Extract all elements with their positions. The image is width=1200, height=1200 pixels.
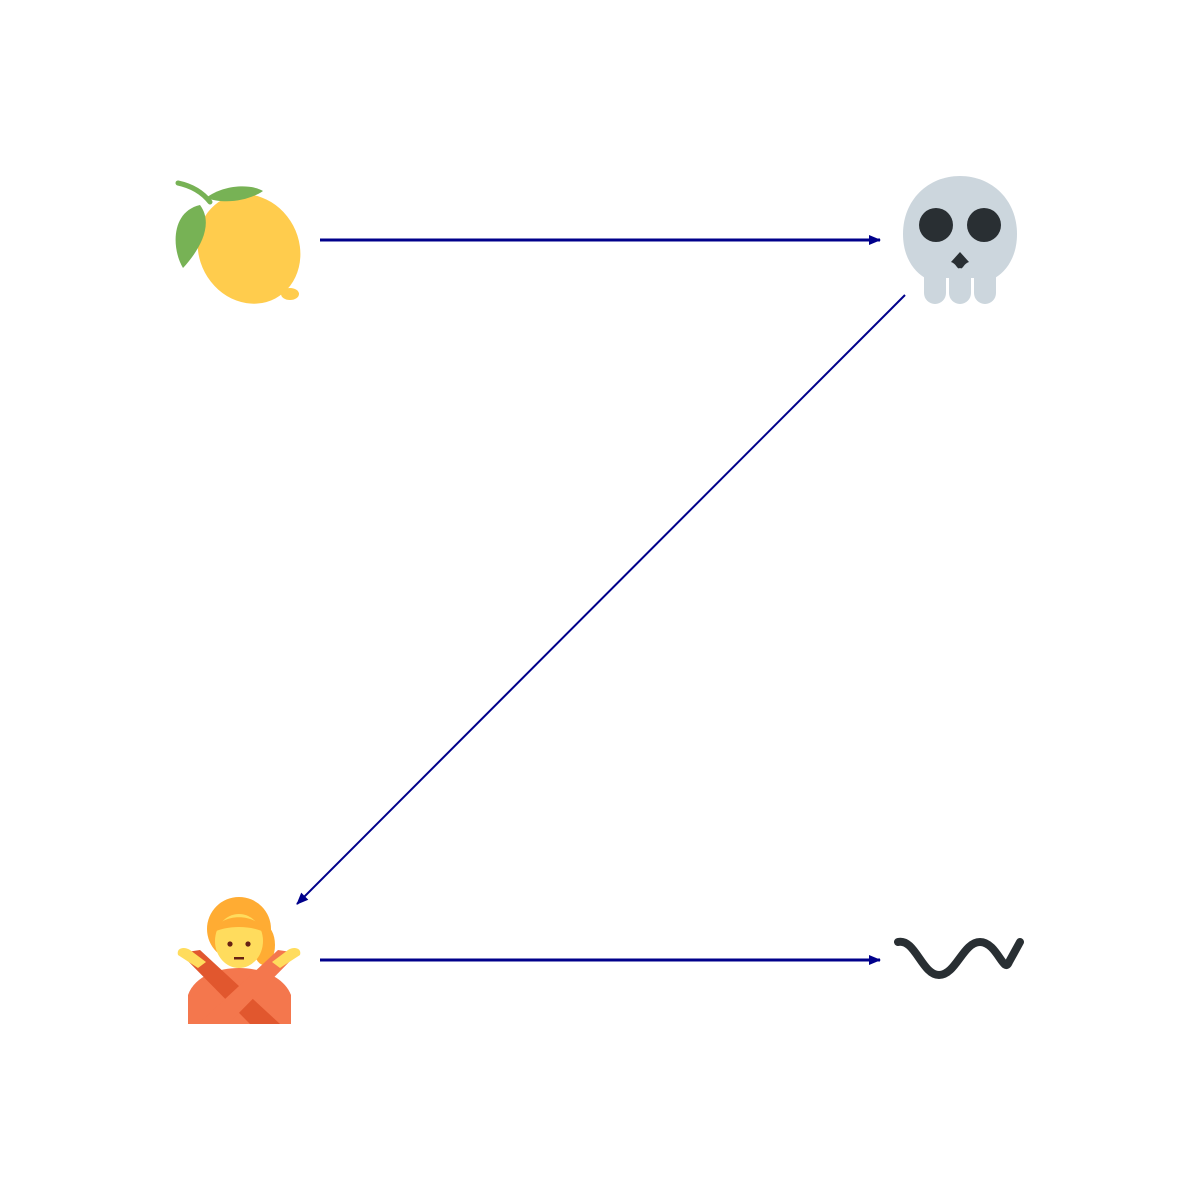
wavy-dash-icon [894,937,1024,979]
skull-icon [903,176,1017,304]
edges [296,235,906,965]
edge-skull-to-person [296,294,906,905]
person-gesturing-no-icon [177,897,301,1024]
lemon-icon [175,180,301,304]
